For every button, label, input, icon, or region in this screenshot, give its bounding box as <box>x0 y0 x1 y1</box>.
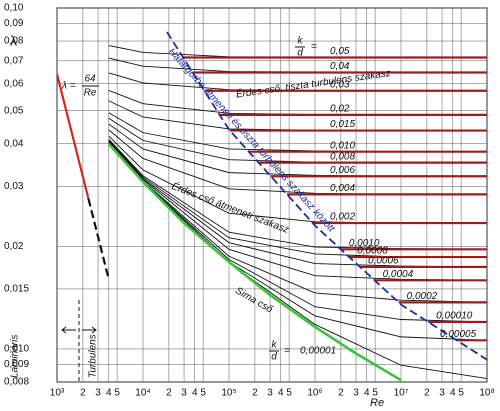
y-tick-label: 0,008 <box>4 377 29 388</box>
smooth-label: Sima cső <box>233 285 274 315</box>
x-tick-label: 2 <box>338 388 344 399</box>
y-tick-label: 0,009 <box>4 359 29 370</box>
series-label: 0,0008 <box>357 246 388 257</box>
series-line <box>108 135 487 224</box>
ratio-k: k <box>298 36 304 47</box>
y-tick-label: 0,08 <box>4 36 24 47</box>
series-line <box>87 198 110 280</box>
x-tick-label: 2 <box>424 388 430 399</box>
rough-label: Érdes cső, tiszta turbulens szakasz <box>235 66 391 101</box>
series-label: 0,00005 <box>440 329 477 340</box>
boundary-label: Határgörbe átmeneti és tiszta turbulens … <box>166 46 338 235</box>
y-tick-label: 0,05 <box>4 105 24 116</box>
series-label: 0,008 <box>330 151 355 162</box>
series-label: 0,0010 <box>349 238 380 249</box>
formula-lhs: λ = <box>61 81 76 92</box>
series-label: 0,0006 <box>368 256 399 267</box>
ratio-equals: = <box>284 346 290 357</box>
laminar-label: Lamináris <box>10 335 21 378</box>
formula-num: 64 <box>84 74 96 85</box>
x-tick-label: 3 <box>353 388 359 399</box>
x-tick-label: 2 <box>80 388 86 399</box>
series-label: 0,006 <box>330 165 355 176</box>
x-tick-label: 3 <box>95 388 101 399</box>
x-tick-label: 4 <box>450 388 456 399</box>
labels: 10³ 2 3 4 5 10⁴ 2 3 4 5 10⁵ 2 3 4 5 10⁶ 2 3 4 5 10⁷ 2 3 4 5 10⁸0,… <box>4 3 495 399</box>
series-label: 0,05 <box>330 46 350 57</box>
series-line <box>108 90 487 116</box>
x-tick-label: 2 <box>166 388 172 399</box>
series-line <box>108 141 487 341</box>
curves <box>57 31 487 382</box>
x-tick-label: 5 <box>372 388 378 399</box>
series-label: 0,002 <box>330 212 355 223</box>
series-label: 0,04 <box>330 61 350 72</box>
y-tick-label: 0,07 <box>4 55 24 66</box>
series-line <box>166 31 487 361</box>
x-tick-label: 10⁸ <box>479 388 494 399</box>
x-tick-label: 10⁷ <box>394 388 409 399</box>
ratio-k: k <box>272 340 278 351</box>
x-tick-label: 2 <box>252 388 258 399</box>
ratio-d: d <box>297 48 303 59</box>
y-tick-label: 0,09 <box>4 18 24 29</box>
x-tick-label: 10⁵ <box>221 388 236 399</box>
series-label: 0,02 <box>330 103 350 114</box>
series-label: 0,00001 <box>300 346 336 357</box>
arrow <box>82 326 97 334</box>
series-label: 0,010 <box>330 140 355 151</box>
series-line <box>108 141 487 379</box>
x-tick-label: 5 <box>286 388 292 399</box>
x-tick-label: 3 <box>267 388 273 399</box>
x-tick-label: 4 <box>278 388 284 399</box>
series-line <box>108 117 487 164</box>
x-axis-label: Re <box>370 397 384 409</box>
y-tick-label: 0,10 <box>4 3 24 14</box>
y-tick-label: 0,06 <box>4 78 24 89</box>
turbulent-label: Turbulens <box>88 334 99 378</box>
x-tick-label: 3 <box>181 388 187 399</box>
ratio-d: d <box>271 352 277 363</box>
y-tick-label: 0,02 <box>4 241 24 252</box>
arrow <box>61 326 76 334</box>
x-tick-label: 5 <box>200 388 206 399</box>
y-axis-label: λ <box>10 33 17 49</box>
series-label: 0,00010 <box>436 311 473 322</box>
y-tick-label: 0,010 <box>4 344 29 355</box>
x-tick-label: 10⁴ <box>135 388 150 399</box>
series-line <box>57 73 90 199</box>
x-tick-label: 4 <box>192 388 198 399</box>
ratio-equals: = <box>311 42 317 53</box>
series-label: 0,015 <box>330 119 355 130</box>
x-tick-label: 3 <box>439 388 445 399</box>
series-label: 0,0002 <box>407 291 438 302</box>
x-tick-label: 4 <box>364 388 370 399</box>
series-label: 0,03 <box>330 79 350 90</box>
x-tick-label: 5 <box>114 388 120 399</box>
y-tick-label: 0,015 <box>4 284 29 295</box>
x-tick-label: 10³ <box>50 388 65 399</box>
x-tick-label: 5 <box>458 388 464 399</box>
x-tick-label: 4 <box>106 388 112 399</box>
series-label: 0,0004 <box>383 269 414 280</box>
formula-den: Re <box>84 88 97 99</box>
y-tick-label: 0,04 <box>4 138 24 149</box>
y-tick-label: 0,03 <box>4 181 24 192</box>
series-label: 0,004 <box>330 183 355 194</box>
series-line <box>107 143 402 382</box>
series-line <box>108 57 487 73</box>
x-tick-label: 10⁶ <box>307 388 322 399</box>
